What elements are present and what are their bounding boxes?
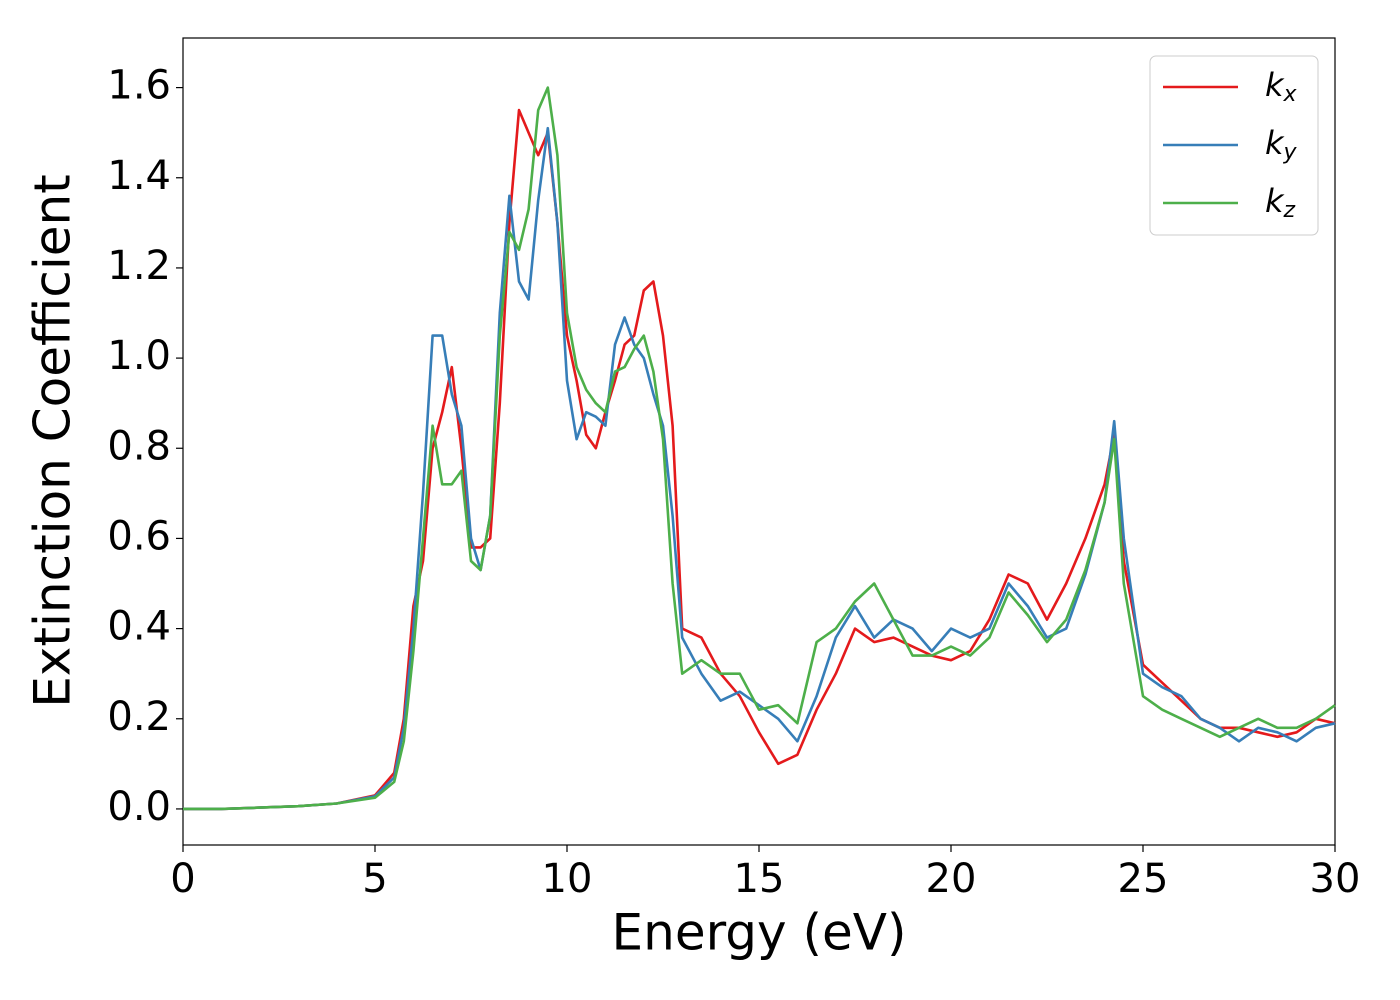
x-tick-label: 5 (362, 856, 387, 902)
y-tick-label: 1.4 (107, 153, 171, 199)
x-tick-label: 25 (1118, 856, 1169, 902)
y-tick-label: 1.0 (107, 333, 171, 379)
y-tick-label: 0.4 (107, 604, 171, 650)
y-tick-label: 1.2 (107, 243, 171, 289)
y-axis-label: Extinction Coefficient (24, 174, 82, 708)
lines (183, 86, 1336, 811)
series-line (183, 86, 1336, 811)
x-tick-label: 10 (542, 856, 593, 902)
y-tick-label: 0.8 (107, 423, 171, 469)
y-tick-label: 0.6 (107, 513, 171, 559)
x-axis-label: Energy (eV) (612, 904, 907, 962)
legend-label: kz (1265, 182, 1296, 223)
x-tick-label: 15 (734, 856, 785, 902)
legend-label: kx (1265, 66, 1298, 107)
series-line (183, 126, 1336, 811)
legend-label: ky (1265, 124, 1298, 165)
x-tick-label: 30 (1310, 856, 1361, 902)
y-tick-label: 0.2 (107, 694, 171, 740)
x-tick-label: 0 (170, 856, 195, 902)
y-tick-label: 1.6 (107, 63, 171, 109)
y-tick-label: 0.0 (107, 784, 171, 830)
x-tick-label: 20 (926, 856, 977, 902)
